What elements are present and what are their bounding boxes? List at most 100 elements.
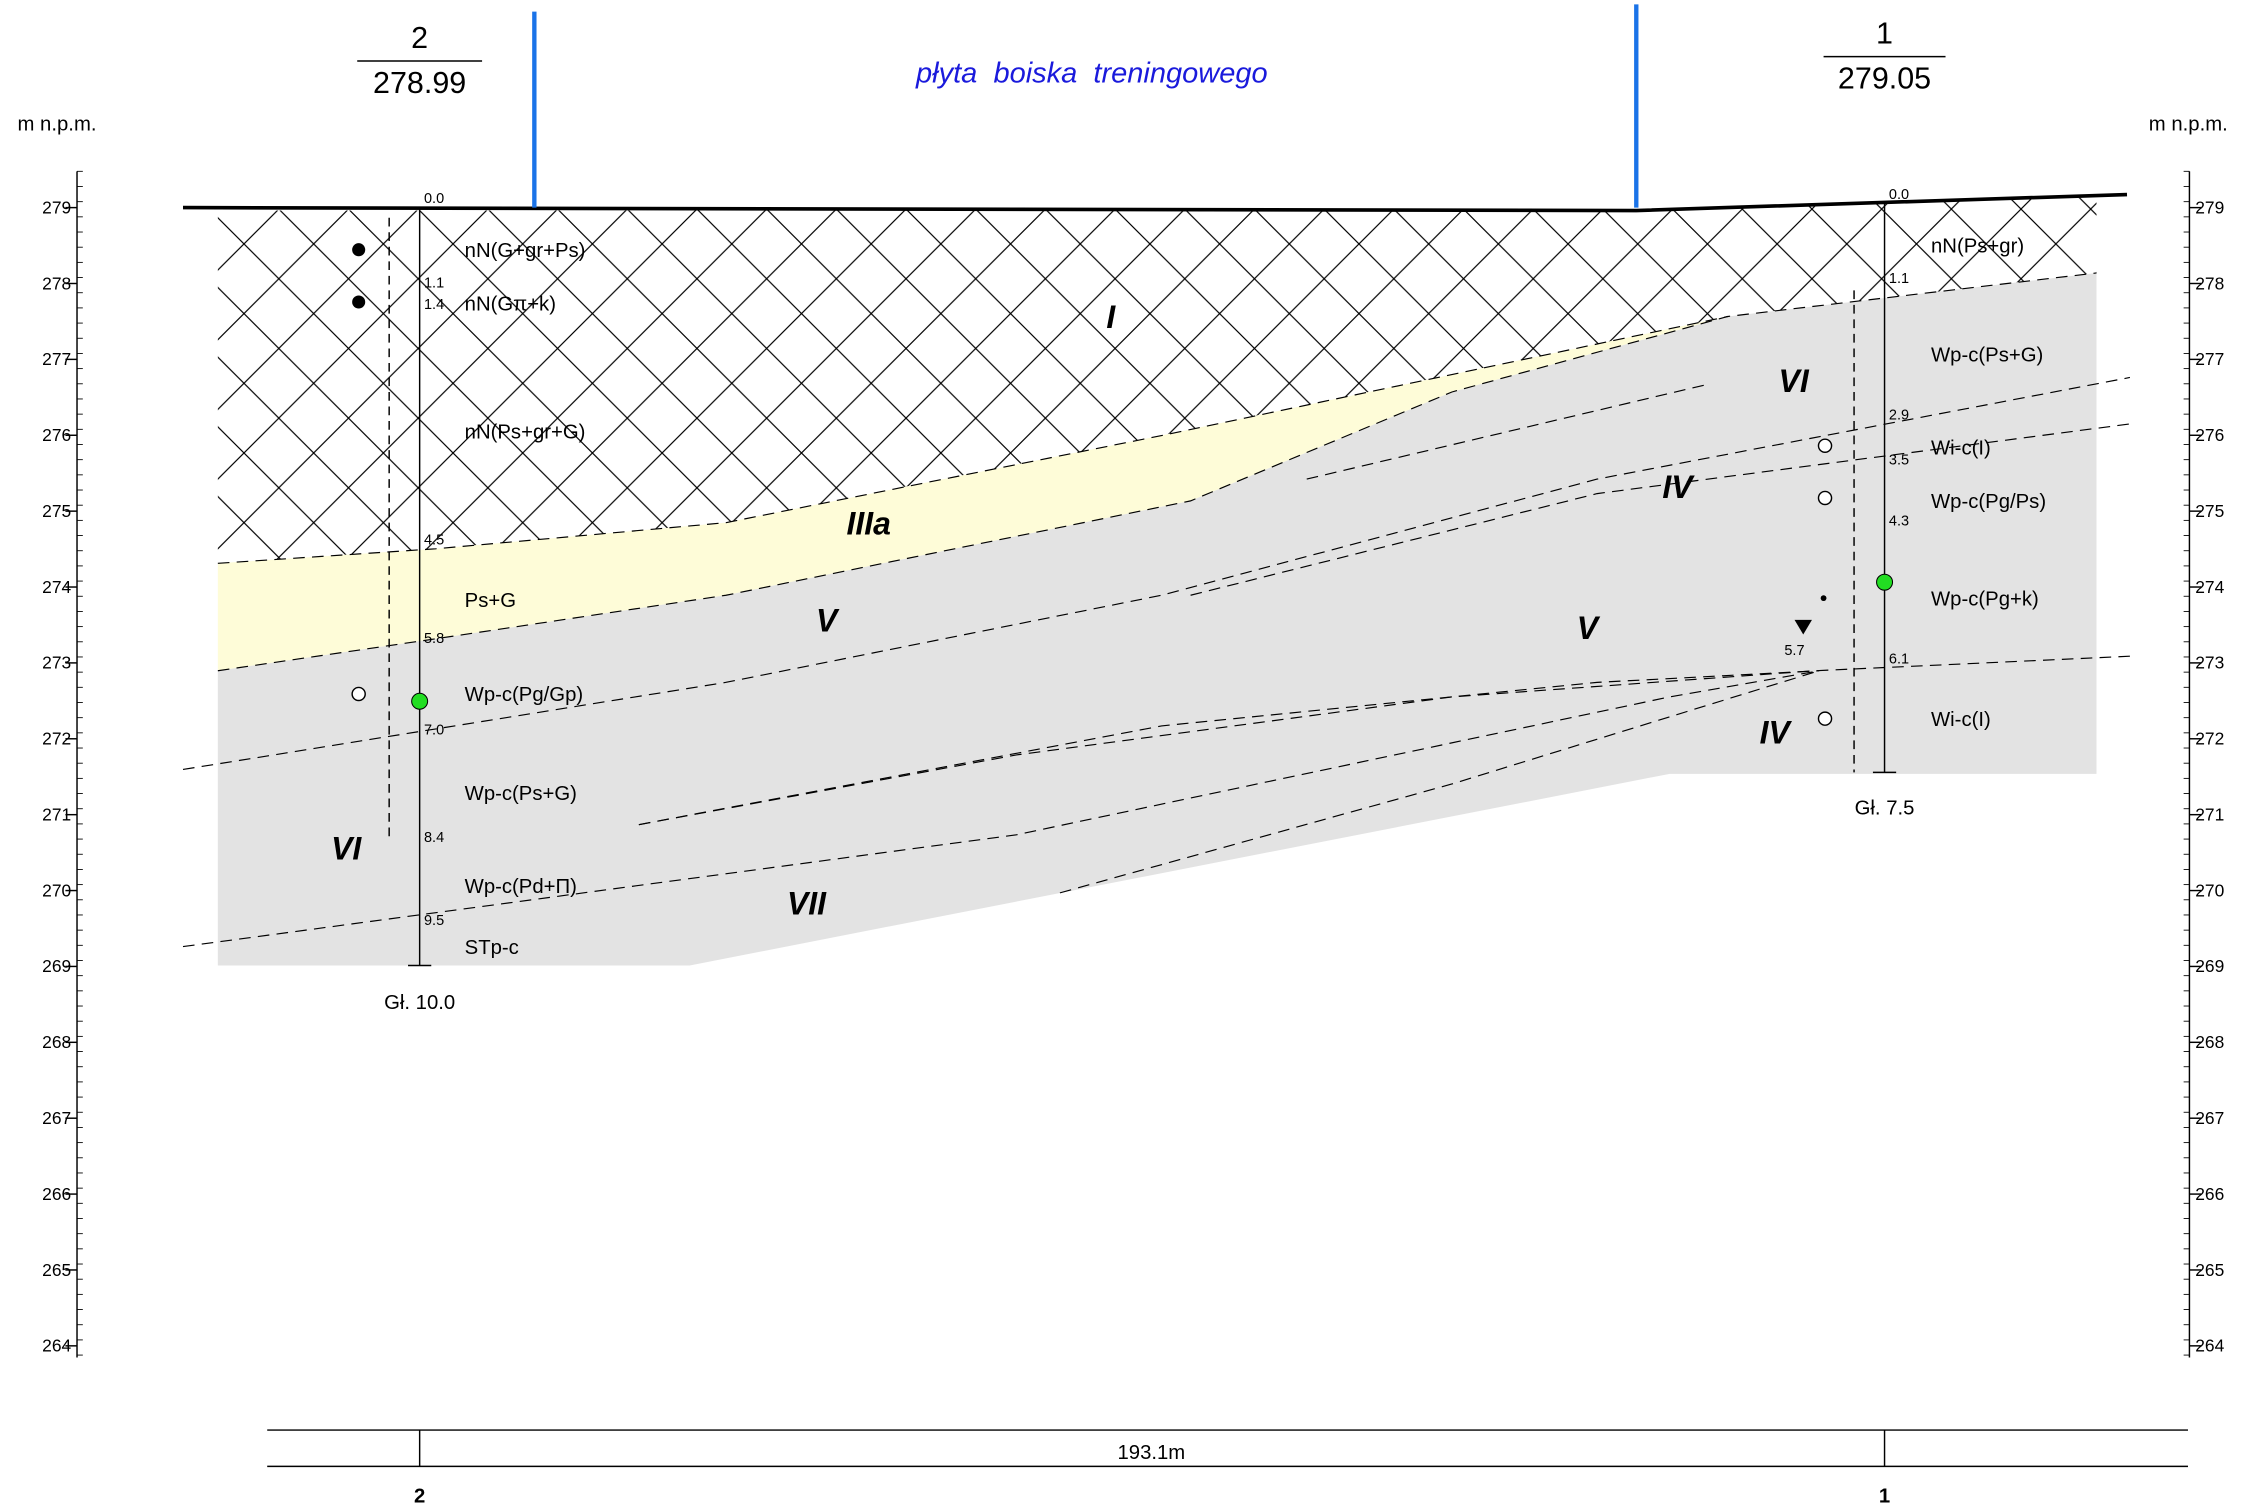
sample <box>1817 711 1833 726</box>
sample <box>351 686 366 702</box>
layer: STp-c <box>465 937 519 959</box>
groundwater-marker <box>1794 619 1812 635</box>
tick-label: 273 <box>42 653 71 673</box>
tick-label: 277 <box>2195 349 2224 369</box>
tick-label: 267 <box>42 1108 71 1128</box>
sand-layer <box>217 316 1728 671</box>
footer-label: 2 <box>414 1486 425 1507</box>
layer: Wp-c(Pd+Π) <box>465 876 577 898</box>
layer: nN(Ps+gr) <box>1931 236 2024 258</box>
layer: Wp-c(Ps+G) <box>465 783 577 805</box>
depth: 7.0 <box>424 723 444 739</box>
boundary <box>1190 423 2130 596</box>
depth: 4.5 <box>424 532 444 548</box>
tick-label: 275 <box>2195 501 2224 521</box>
depth: 1.1 <box>1889 271 1909 287</box>
hatched-fill <box>217 195 2097 564</box>
groundwater: 5.7 <box>1784 643 1804 659</box>
layer: Wp-c(Pg/Ps) <box>1931 491 2046 513</box>
borehole-number: 1 <box>1876 17 1893 51</box>
unit: VI <box>331 830 362 866</box>
tick-label: 274 <box>42 577 71 597</box>
tick-label: 274 <box>2195 577 2224 597</box>
tick-label: 275 <box>42 501 71 521</box>
depth: 0.0 <box>424 191 444 207</box>
unit: IIIa <box>846 505 890 541</box>
boundary <box>1306 384 1707 480</box>
layer: Wp-c(Pg/Gp) <box>465 684 584 706</box>
borehole-elevation: 278.99 <box>373 66 466 100</box>
unit: IV <box>1662 469 1695 505</box>
tick-label: 272 <box>2195 729 2224 749</box>
tick-label: 265 <box>42 1260 71 1280</box>
layer: Wp-c(Ps+G) <box>1931 345 2043 367</box>
tick-label: 267 <box>2195 1108 2224 1128</box>
tick-label: 272 <box>42 729 71 749</box>
tick-label: 269 <box>2195 956 2224 976</box>
layer: Wi-c(I) <box>1931 709 1991 731</box>
borehole-elevation: 279.05 <box>1838 62 1931 96</box>
tick-label: 270 <box>2195 880 2224 900</box>
unit: V <box>816 603 840 639</box>
sample <box>1876 573 1894 591</box>
dot <box>1820 595 1827 602</box>
depth: 4.3 <box>1889 514 1909 530</box>
sample <box>411 692 429 710</box>
tick-label: 271 <box>2195 804 2224 824</box>
depth: 0.0 <box>1889 187 1909 203</box>
ground-line <box>182 192 2128 213</box>
tick-label: 273 <box>2195 653 2224 673</box>
sample <box>352 295 366 309</box>
tick-label: 279 <box>42 197 71 217</box>
tick-label: 266 <box>42 1184 71 1204</box>
layer: nN(G+gr+Ps) <box>465 240 586 262</box>
labels: 2 278.99 1 279.05 płyta boiska treningow… <box>17 17 2227 1507</box>
depth: 6.1 <box>1889 651 1909 667</box>
depth: 3.5 <box>1889 453 1909 469</box>
geology <box>182 4 2131 966</box>
depth: 1.4 <box>424 297 444 313</box>
tick-label: 278 <box>2195 273 2224 293</box>
boundary <box>182 376 2131 771</box>
distance: 193.1m <box>1117 1442 1185 1464</box>
tick-label: 268 <box>2195 1032 2224 1052</box>
layer: Ps+G <box>465 590 516 612</box>
site-label: płyta boiska treningowego <box>915 58 1268 90</box>
sample <box>352 243 366 257</box>
depth: 2.9 <box>1889 408 1909 424</box>
unit-label: m n.p.m. <box>17 114 96 136</box>
boundary <box>638 655 2130 826</box>
depth: 9.5 <box>424 913 444 929</box>
total-depth: Gł. 7.5 <box>1855 797 1915 819</box>
depth: 1.1 <box>424 275 444 291</box>
unit: I <box>1106 299 1116 335</box>
tick-label: 270 <box>42 880 71 900</box>
unit: IV <box>1760 714 1793 750</box>
tick-label: 271 <box>42 804 71 824</box>
sample <box>1817 490 1833 506</box>
footer-label: 1 <box>1879 1486 1890 1507</box>
boundary <box>1059 670 1820 894</box>
tick-label: 264 <box>2195 1336 2224 1356</box>
boundary <box>638 670 1820 826</box>
tick-label: 266 <box>2195 1184 2224 1204</box>
axes: 279 278 277 276 275 274 273 272 271 270 269 268 267 2… <box>42 170 2225 1358</box>
boreholes <box>351 203 1897 967</box>
tick-label: 277 <box>42 349 71 369</box>
tick-label: 265 <box>2195 1260 2224 1280</box>
boundary <box>182 670 1820 948</box>
depth: 5.8 <box>424 631 444 647</box>
layer: nN(Ps+gr+G) <box>465 421 586 443</box>
clay-layer <box>217 272 2097 966</box>
tick-label: 268 <box>42 1032 71 1052</box>
boundary <box>217 272 2097 672</box>
layer: nN(Gπ+k) <box>465 294 556 316</box>
tick-label: 269 <box>42 956 71 976</box>
total-depth: Gł. 10.0 <box>384 992 455 1014</box>
unit: VII <box>787 886 827 922</box>
depth: 8.4 <box>424 830 444 846</box>
tick-label: 279 <box>2195 197 2224 217</box>
layer: Wp-c(Pg+k) <box>1931 588 2039 610</box>
sample <box>1817 438 1833 453</box>
tick-label: 276 <box>2195 425 2224 445</box>
